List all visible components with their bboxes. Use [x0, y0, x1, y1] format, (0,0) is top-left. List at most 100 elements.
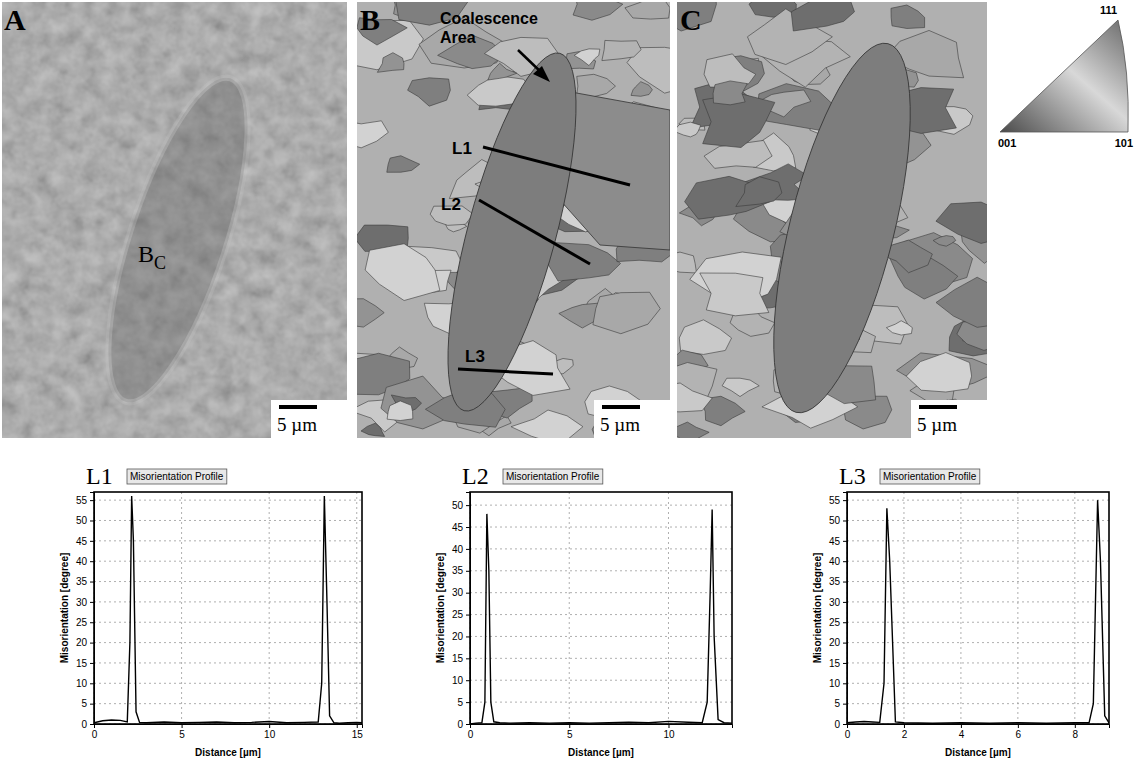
y-tick-label: 10 — [76, 678, 88, 689]
y-tick: 50 — [829, 515, 847, 526]
grain — [736, 177, 782, 207]
y-grid-line — [847, 683, 1109, 684]
panel-letter: C — [680, 3, 702, 36]
y-tick-label: 40 — [452, 544, 464, 555]
y-tick: 45 — [829, 536, 847, 547]
y-tick-label: 35 — [829, 576, 841, 587]
y-grid-line — [94, 703, 362, 704]
image-panel-A — [2, 2, 347, 438]
x-tick-label: 15 — [352, 729, 364, 740]
grain — [357, 299, 384, 327]
x-tick: 0 — [92, 724, 98, 740]
panel-letter: B — [360, 3, 380, 36]
x-tick-label: 4 — [959, 729, 965, 740]
y-grid-line — [470, 505, 732, 506]
scale-bar-box — [271, 400, 347, 438]
x-tick-label: 6 — [1016, 729, 1022, 740]
y-grid-line — [470, 548, 732, 549]
y-tick: 20 — [829, 637, 847, 648]
y-tick: 45 — [76, 536, 94, 547]
scale-bar-box — [594, 400, 670, 438]
grain — [677, 122, 701, 137]
scale-bar-label: 5 µm — [917, 414, 957, 435]
y-tick-label: 5 — [81, 698, 87, 709]
y-tick: 35 — [452, 565, 470, 576]
grain — [933, 236, 956, 247]
grid — [470, 492, 732, 724]
y-tick: 40 — [452, 544, 470, 555]
grain — [713, 81, 747, 105]
y-tick: 30 — [452, 587, 470, 598]
x-tick: 6 — [1016, 724, 1022, 740]
y-tick: 30 — [76, 597, 94, 608]
grain-label: BC — [138, 241, 166, 273]
x-axis-line — [95, 725, 363, 729]
y-tick-label: 50 — [452, 500, 464, 511]
sem-tint — [2, 2, 347, 438]
y-tick: 20 — [452, 631, 470, 642]
x-grid-line — [181, 492, 182, 724]
annotation: CoalescenceArea — [440, 10, 538, 46]
y-tick-label: 45 — [452, 522, 464, 533]
arrow-head — [533, 66, 550, 82]
y-tick: 25 — [829, 617, 847, 628]
y-tick: 35 — [76, 576, 94, 587]
y-tick-label: 35 — [76, 576, 88, 587]
chart-title-box — [880, 469, 980, 484]
profile-line — [458, 369, 553, 374]
y-tick-label: 10 — [452, 675, 464, 686]
ipf-corner-label: 101 — [1115, 137, 1133, 149]
y-axis: 0510152025303540455055 — [829, 493, 848, 730]
image-panel-B — [357, 2, 670, 438]
grain — [936, 277, 987, 327]
x-tick: 15 — [352, 724, 364, 740]
y-tick-label: 25 — [76, 617, 88, 628]
x-tick-label: 10 — [264, 729, 276, 740]
profile-line — [479, 200, 590, 264]
ipf-triangle — [1000, 20, 1128, 132]
y-tick: 10 — [76, 678, 94, 689]
y-tick: 5 — [834, 698, 847, 709]
y-tick-label: 25 — [452, 609, 464, 620]
y-tick: 15 — [452, 653, 470, 664]
panel-letter: A — [4, 3, 26, 36]
profile-curve — [94, 496, 362, 723]
y-tick-label: 0 — [834, 719, 840, 730]
x-tick-label: 10 — [663, 729, 675, 740]
y-grid-line — [847, 622, 1109, 623]
y-tick-label: 50 — [76, 515, 88, 526]
plot-area — [94, 496, 362, 723]
y-tick: 50 — [452, 500, 470, 511]
chart-title-box — [503, 469, 603, 484]
x-tick: 8 — [1073, 724, 1079, 740]
x-tick: 0 — [468, 724, 474, 740]
y-tick-label: 15 — [452, 653, 464, 664]
y-grid-line — [470, 570, 732, 571]
scale-bar-label: 5 µm — [277, 414, 317, 435]
y-tick-label: 30 — [829, 597, 841, 608]
x-grid-line — [1017, 492, 1018, 724]
grain — [677, 383, 712, 412]
sem-texture — [2, 2, 347, 438]
scale-bar — [602, 405, 640, 409]
grain — [387, 156, 420, 173]
y-grid-line — [470, 527, 732, 528]
x-tick-label: 8 — [1073, 729, 1079, 740]
y-tick: 20 — [76, 637, 94, 648]
y-tick: 35 — [829, 576, 847, 587]
y-tick: 0 — [457, 719, 470, 730]
y-tick-label: 45 — [829, 536, 841, 547]
grain — [387, 401, 413, 421]
x-axis-title: Distance [µm] — [568, 747, 634, 758]
y-grid-line — [470, 658, 732, 659]
profile-line-label: L2 — [441, 195, 461, 214]
ipf-corner-label: 111 — [1100, 4, 1117, 16]
x-tick-label: 5 — [179, 729, 185, 740]
grain — [365, 244, 440, 301]
x-tick-label: 0 — [845, 729, 851, 740]
grain — [625, 2, 670, 19]
y-tick-label: 35 — [452, 565, 464, 576]
x-axis-line — [848, 725, 1110, 729]
profile-line-label: L3 — [465, 347, 485, 366]
y-axis-title: Misorientation [degree] — [59, 553, 70, 664]
